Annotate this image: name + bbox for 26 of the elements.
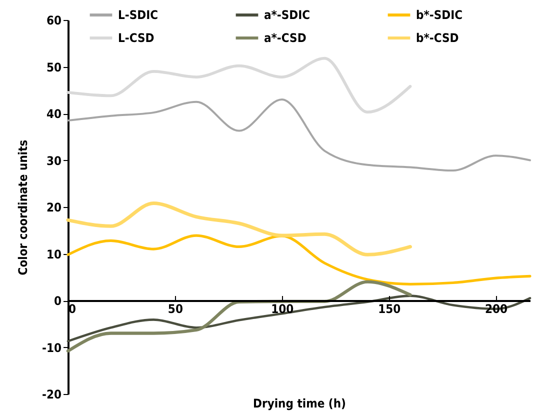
line-series xyxy=(67,98,531,172)
y-tick-label: -20 xyxy=(42,388,62,402)
y-tick-label: 40 xyxy=(46,107,62,121)
y-tick-label: 10 xyxy=(46,247,62,262)
legend-label: b*-CSD xyxy=(416,31,459,45)
legend-label: a*-SDIC xyxy=(264,8,310,22)
y-tick-label: 50 xyxy=(46,60,62,74)
y-axis-title: Color coordinate units xyxy=(16,140,30,276)
x-tick-label: 0 xyxy=(68,302,76,316)
line-series xyxy=(66,294,532,342)
legend-label: b*-SDIC xyxy=(416,8,463,22)
legend-label: L-SDIC xyxy=(118,8,158,22)
legend-label: a*-CSD xyxy=(264,31,306,45)
x-axis-title: Drying time (h) xyxy=(253,396,346,410)
line-series xyxy=(66,234,532,286)
y-tick-label: 20 xyxy=(46,200,62,214)
y-tick-label: 60 xyxy=(46,14,62,28)
y-tick-label: -10 xyxy=(42,340,62,355)
x-tick-label: 50 xyxy=(168,302,183,316)
line-series xyxy=(66,56,412,114)
y-tick-label: 30 xyxy=(46,154,62,168)
x-tick-label: 100 xyxy=(271,302,294,316)
x-tick-label: 150 xyxy=(378,302,401,316)
line-series xyxy=(66,202,412,256)
line-series xyxy=(66,280,412,353)
legend-label: L-CSD xyxy=(118,31,154,45)
